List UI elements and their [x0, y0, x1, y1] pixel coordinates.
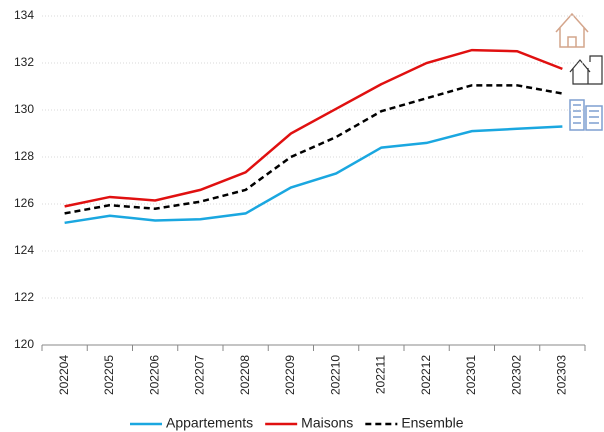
icon-mixed: [569, 55, 603, 85]
x-tick-label: 202211: [374, 355, 388, 394]
x-tick-label: 202206: [147, 355, 161, 395]
x-tick-label: 202302: [509, 355, 523, 395]
x-tick-label: 202207: [193, 355, 207, 395]
y-tick-label: 134: [14, 8, 34, 22]
x-tick-label: 202209: [283, 355, 297, 395]
series-line: [64, 84, 563, 215]
icon-house: [555, 12, 589, 48]
x-tick-label: 202212: [419, 355, 433, 395]
x-tick-label: 202303: [555, 355, 569, 395]
y-tick-label: 122: [14, 290, 34, 304]
y-tick-label: 130: [14, 102, 34, 116]
y-tick-label: 128: [14, 149, 34, 163]
y-tick-label: 120: [14, 337, 34, 351]
y-tick-label: 132: [14, 55, 34, 69]
x-tick-label: 202210: [328, 355, 342, 395]
legend-label: Appartements: [166, 415, 253, 431]
y-tick-label: 124: [14, 243, 34, 257]
legend-label: Ensemble: [401, 415, 463, 431]
icon-apartments: [569, 99, 603, 131]
y-tick-label: 126: [14, 196, 34, 210]
x-tick-label: 202208: [238, 355, 252, 395]
series-line: [64, 125, 563, 225]
series-line: [64, 48, 563, 208]
x-tick-label: 202301: [464, 355, 478, 395]
x-tick-label: 202204: [57, 355, 71, 395]
legend-label: Maisons: [301, 415, 353, 431]
x-tick-label: 202205: [102, 355, 116, 395]
